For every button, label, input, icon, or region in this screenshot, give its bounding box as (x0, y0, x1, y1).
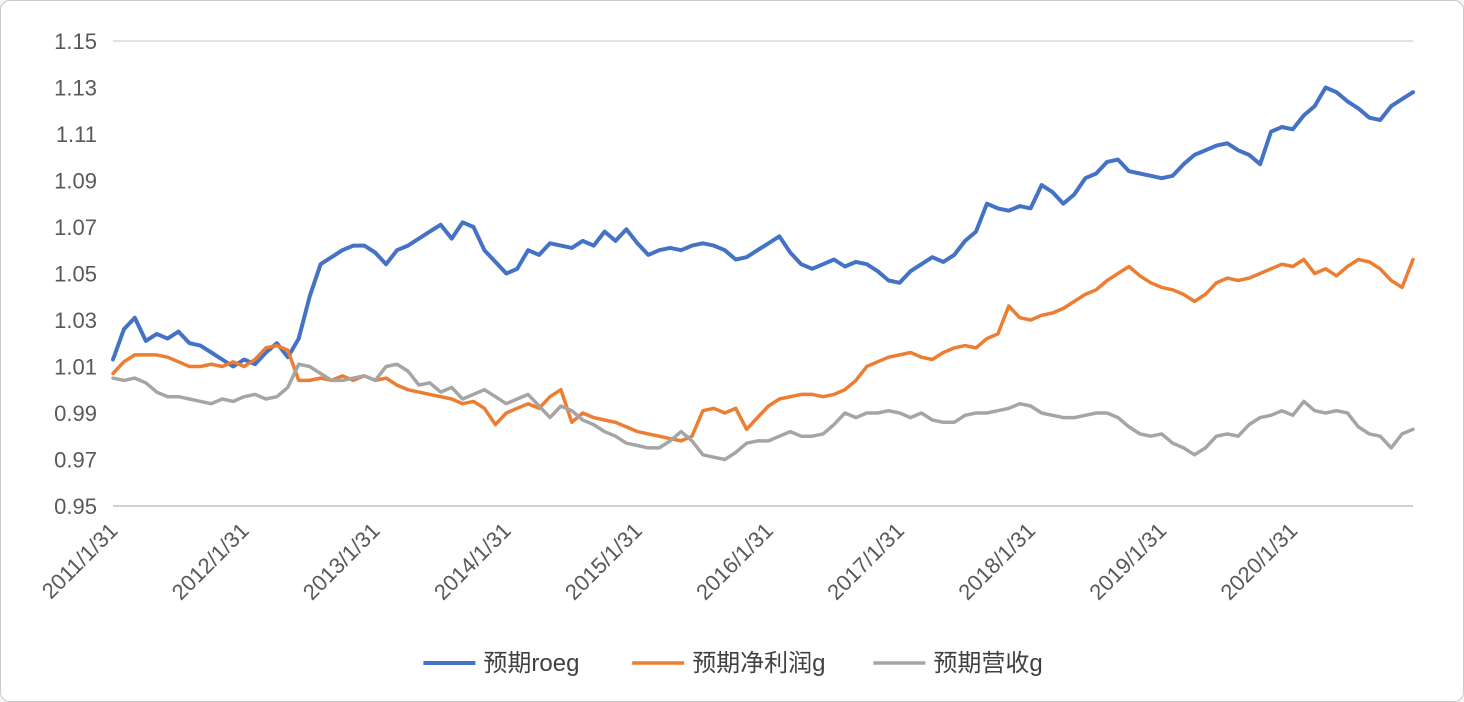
y-axis-tick-label: 0.95 (54, 494, 97, 519)
x-axis-tick-label: 2015/1/31 (560, 518, 647, 605)
y-axis-tick-label: 1.15 (54, 29, 97, 54)
x-axis-tick-label: 2020/1/31 (1215, 518, 1302, 605)
x-axis-tick-label: 2017/1/31 (822, 518, 909, 605)
y-axis-tick-label: 1.11 (56, 122, 97, 147)
x-axis-tick-label: 2013/1/31 (298, 518, 385, 605)
y-axis-tick-label: 0.99 (54, 401, 97, 426)
y-axis-tick-label: 0.97 (54, 448, 97, 473)
legend-label-预期净利润g: 预期净利润g (692, 650, 825, 677)
y-axis-tick-label: 1.01 (54, 355, 97, 380)
y-axis-tick-label: 1.03 (54, 308, 97, 333)
x-axis-tick-label: 2016/1/31 (691, 518, 778, 605)
series-line-预期营收g (111, 362, 1415, 462)
y-axis-tick-label: 1.13 (54, 76, 97, 101)
y-axis-tick-label: 1.07 (54, 215, 97, 240)
x-axis-tick-label: 2012/1/31 (167, 518, 254, 605)
series-line-预期roeg (111, 85, 1415, 369)
y-axis-tick-label: 1.05 (54, 262, 97, 287)
x-axis-tick-label: 2019/1/31 (1084, 518, 1171, 605)
series-line-预期净利润g (111, 257, 1415, 443)
x-axis-tick-label: 2018/1/31 (953, 518, 1040, 605)
legend-label-预期roeg: 预期roeg (483, 650, 579, 677)
x-axis-tick-label: 2011/1/31 (37, 518, 123, 604)
y-axis-tick-label: 1.09 (54, 169, 97, 194)
x-axis-tick-label: 2014/1/31 (429, 518, 516, 605)
legend-label-预期营收g: 预期营收g (933, 650, 1042, 677)
